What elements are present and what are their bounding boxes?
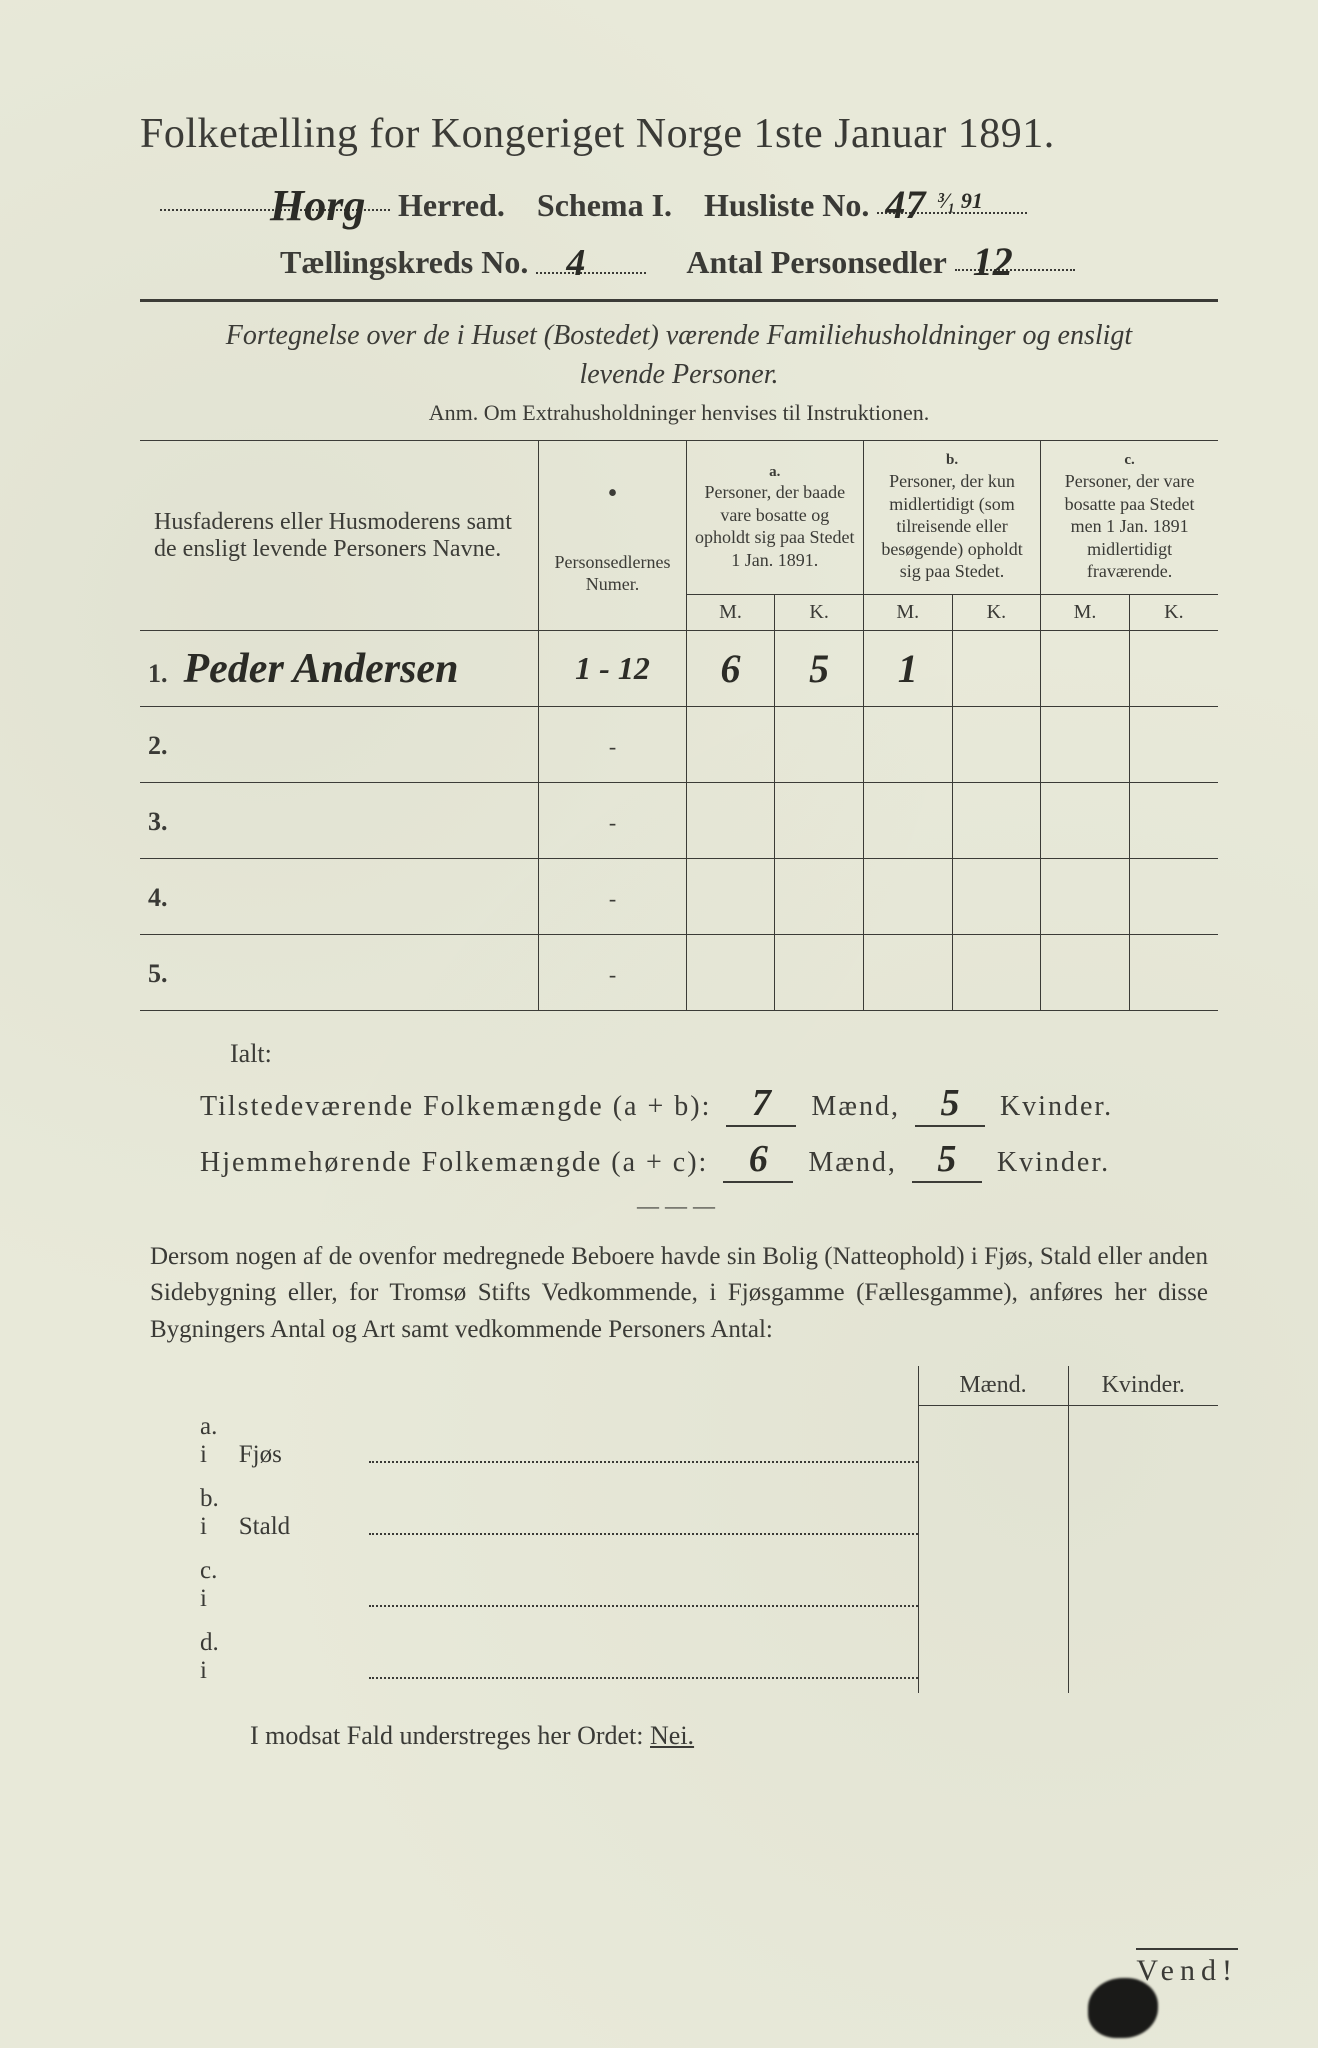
fortegnelse-text: Fortegnelse over de i Huset (Bostedet) v…: [226, 320, 1132, 390]
census-table-head: Husfaderens eller Husmoderens samt de en…: [140, 441, 1218, 630]
group-a-lbl: a.: [769, 464, 780, 480]
a-m-header: M.: [686, 595, 775, 631]
building-table-body: a. iFjøsb. iStaldc. id. i: [140, 1405, 1218, 1693]
building-row: d. i: [140, 1621, 1218, 1693]
group-b-text: Personer, der kun midlertidigt (som tilr…: [881, 471, 1022, 581]
census-form-page: Folketælling for Kongeriget Norge 1ste J…: [0, 0, 1318, 2048]
husliste-value: 47: [885, 182, 925, 227]
kreds-label: Tællingskreds No.: [280, 244, 528, 280]
table-row: 5. -: [140, 935, 1218, 1011]
rule-1: [140, 299, 1218, 302]
husliste-fraction: ³⁄₁ 91: [937, 188, 982, 213]
personsedler-field: 12: [955, 236, 1075, 271]
maend-label-1: Mænd,: [811, 1091, 900, 1122]
a-k-header: K.: [775, 595, 864, 631]
hjemme-label: Hjemmehørende Folkemængde (a + c):: [200, 1147, 708, 1178]
group-c-header: c. Personer, der vare bosatte paa Stedet…: [1041, 441, 1218, 588]
building-row: c. i: [140, 1549, 1218, 1621]
table-row: 3. -: [140, 783, 1218, 859]
bh-lbl: [229, 1366, 369, 1406]
modsat-text: I modsat Fald understreges her Ordet:: [250, 1721, 644, 1750]
totals-row-2: Hjemmehørende Folkemængde (a + c): 6 Mæn…: [200, 1137, 1218, 1183]
husliste-label: Husliste No.: [704, 187, 869, 223]
group-b-header: b. Personer, der kun midlertidigt (som t…: [863, 441, 1040, 588]
building-maend-header: Mænd.: [918, 1366, 1068, 1406]
kreds-value: 4: [566, 242, 585, 284]
totals-block: Ialt: Tilstedeværende Folkemængde (a + b…: [200, 1039, 1218, 1183]
building-row: b. iStald: [140, 1477, 1218, 1549]
schema-label: Schema I.: [537, 187, 672, 223]
fortegnelse-heading: Fortegnelse over de i Huset (Bostedet) v…: [180, 316, 1178, 394]
herred-label: Herred.: [398, 187, 505, 223]
group-c-lbl: c.: [1124, 452, 1134, 468]
col-num-header: • Personsedlernes Numer.: [539, 441, 686, 630]
table-row: 1. Peder Andersen1 - 12651: [140, 631, 1218, 707]
anm-note: Anm. Om Extrahusholdninger henvises til …: [140, 400, 1218, 426]
table-row: 2. -: [140, 707, 1218, 783]
census-table-body: 1. Peder Andersen1 - 126512. -3. -4. -5.…: [140, 631, 1218, 1011]
modsat-line: I modsat Fald understreges her Ordet: Ne…: [250, 1721, 1218, 1751]
nei-word: Nei.: [650, 1721, 694, 1750]
col-num-text: Personsedlernes Numer.: [555, 552, 671, 595]
personsedler-value: 12: [973, 239, 1013, 284]
b-m-header: M.: [863, 595, 952, 631]
building-header-row: Mænd. Kvinder.: [140, 1366, 1218, 1406]
center-divider: ———: [140, 1193, 1218, 1219]
maend-label-2: Mænd,: [808, 1147, 897, 1178]
bh-lead: [140, 1366, 229, 1406]
col-name-text: Husfaderens eller Husmoderens samt de en…: [154, 509, 512, 562]
personsedler-label: Antal Personsedler: [686, 244, 946, 280]
page-title: Folketælling for Kongeriget Norge 1ste J…: [140, 110, 1218, 158]
tilstede-label: Tilstedeværende Folkemængde (a + b):: [200, 1091, 711, 1122]
tilstede-kvinder-value: 5: [915, 1081, 985, 1127]
herred-value: Horg: [270, 181, 365, 230]
group-a-text: Personer, der baade vare bosatte og opho…: [695, 482, 854, 570]
tilstede-maend-value: 7: [726, 1081, 796, 1127]
col-name-header: Husfaderens eller Husmoderens samt de en…: [140, 441, 539, 630]
kreds-field: 4: [536, 239, 646, 274]
b-k-header: K.: [952, 595, 1041, 631]
hjemme-kvinder-value: 5: [912, 1137, 982, 1183]
husliste-field: 47 ³⁄₁ 91: [877, 179, 1027, 214]
group-c-text: Personer, der vare bosatte paa Stedet me…: [1065, 471, 1195, 581]
table-row: 4. -: [140, 859, 1218, 935]
group-a-header: a. Personer, der baade vare bosatte og o…: [686, 441, 863, 588]
c-k-header: K.: [1129, 595, 1218, 631]
group-b-lbl: b.: [946, 452, 958, 468]
census-table: Husfaderens eller Husmoderens samt de en…: [140, 441, 1218, 1011]
bh-dots: [369, 1366, 918, 1406]
c-m-header: M.: [1041, 595, 1130, 631]
building-kvinder-header: Kvinder.: [1068, 1366, 1218, 1406]
ialt-label: Ialt:: [230, 1039, 1218, 1069]
building-paragraph: Dersom nogen af de ovenfor medregnede Be…: [150, 1239, 1208, 1348]
building-table: Mænd. Kvinder. a. iFjøsb. iStaldc. id. i: [140, 1366, 1218, 1694]
kvinder-label-2: Kvinder.: [997, 1147, 1110, 1178]
hjemme-maend-value: 6: [723, 1137, 793, 1183]
header-line-3: Tællingskreds No. 4 Antal Personsedler 1…: [280, 236, 1218, 281]
herred-field: Horg: [160, 176, 390, 211]
totals-row-1: Tilstedeværende Folkemængde (a + b): 7 M…: [200, 1081, 1218, 1127]
kvinder-label-1: Kvinder.: [1000, 1091, 1113, 1122]
building-row: a. iFjøs: [140, 1405, 1218, 1477]
header-line-2: Horg Herred. Schema I. Husliste No. 47 ³…: [160, 176, 1218, 224]
ink-blot: [1088, 1978, 1158, 2038]
vend-label: Vend!: [1136, 1948, 1238, 1988]
